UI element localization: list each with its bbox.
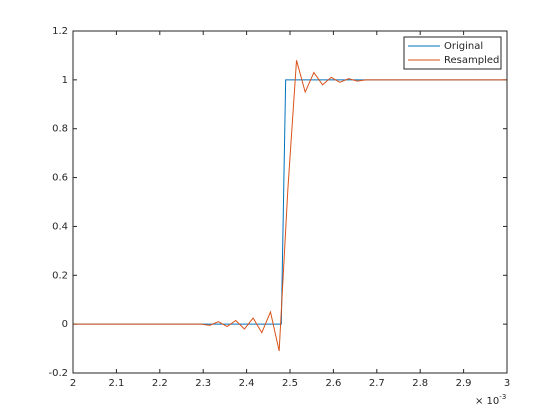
x-tick-label: 2.4 <box>239 378 255 389</box>
legend-box <box>403 36 502 70</box>
y-tick-label: 0.4 <box>52 221 68 232</box>
y-tick-label: 1 <box>62 75 68 86</box>
x-exponent-power: -3 <box>499 393 506 401</box>
x-exponent: × 10-3 <box>475 393 506 407</box>
x-tick-label: 2 <box>70 378 76 389</box>
plot-area <box>73 31 507 373</box>
y-tick-label: 0.6 <box>52 173 68 184</box>
y-tick-label: 0.2 <box>52 270 68 281</box>
x-tick-label: 2.8 <box>412 378 428 389</box>
x-tick-label: 2.5 <box>282 378 298 389</box>
series-line <box>73 60 507 352</box>
x-tick-label: 2.6 <box>325 378 341 389</box>
legend-label: Original <box>444 41 483 52</box>
x-tick-label: 3 <box>504 378 510 389</box>
x-tick-label: 2.2 <box>152 378 168 389</box>
legend-label: Resampled <box>444 55 499 66</box>
y-tick-label: -0.2 <box>48 368 68 379</box>
y-tick-label: 1.2 <box>52 26 68 37</box>
x-tick-label: 2.9 <box>456 378 472 389</box>
axes-box <box>72 30 508 374</box>
x-tick-label: 2.3 <box>195 378 211 389</box>
x-tick-label: 2.1 <box>108 378 124 389</box>
x-exponent-base: × 10 <box>475 396 499 407</box>
y-tick-label: 0.8 <box>52 124 68 135</box>
x-tick-label: 2.7 <box>369 378 385 389</box>
y-tick-label: 0 <box>62 319 68 330</box>
